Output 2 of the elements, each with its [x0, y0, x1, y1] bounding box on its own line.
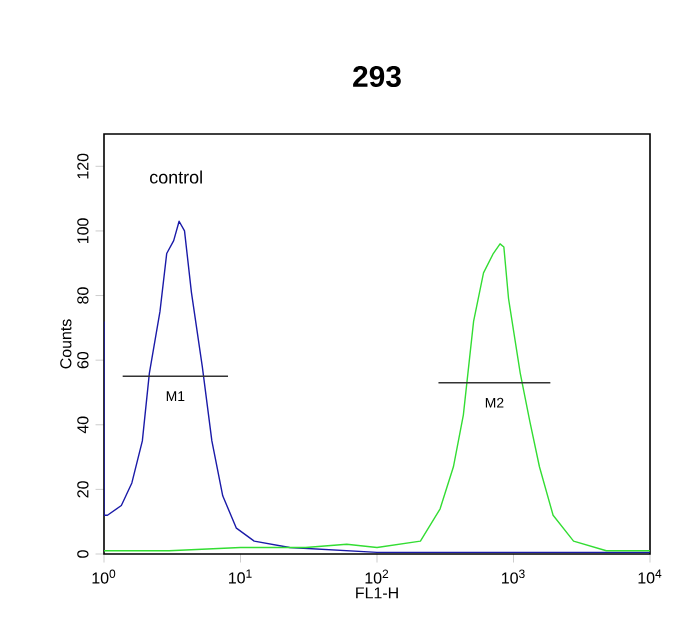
annotation: control — [150, 170, 202, 184]
chart-title: 293 — [353, 65, 401, 88]
